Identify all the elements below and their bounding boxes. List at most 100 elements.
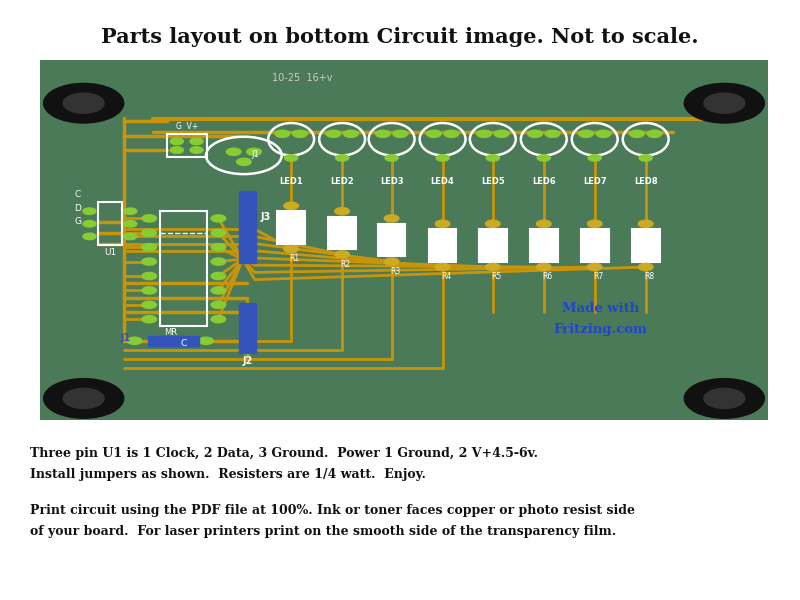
Text: C: C: [74, 190, 81, 199]
Bar: [530, 229, 558, 262]
Circle shape: [211, 229, 226, 236]
Bar: [238, 303, 256, 353]
Circle shape: [684, 83, 764, 123]
Circle shape: [538, 155, 550, 161]
Text: C: C: [181, 339, 187, 348]
Text: G: G: [74, 217, 82, 226]
Circle shape: [486, 220, 500, 227]
Circle shape: [211, 272, 226, 280]
Circle shape: [393, 130, 408, 137]
Text: R5: R5: [491, 272, 502, 281]
Text: Made with
Fritzing.com: Made with Fritzing.com: [554, 302, 647, 336]
Circle shape: [63, 93, 104, 113]
Circle shape: [83, 208, 96, 214]
Circle shape: [578, 130, 594, 137]
Circle shape: [83, 233, 96, 239]
Text: LED5: LED5: [481, 177, 505, 186]
Circle shape: [494, 130, 509, 137]
Bar: [632, 229, 659, 262]
Circle shape: [275, 130, 290, 137]
Text: LED4: LED4: [430, 177, 454, 186]
Text: Install jumpers as shown.  Resisters are 1/4 watt.  Enjoy.: Install jumpers as shown. Resisters are …: [30, 468, 426, 481]
Circle shape: [142, 258, 157, 265]
Circle shape: [335, 208, 350, 215]
Text: J2: J2: [242, 356, 253, 366]
Circle shape: [127, 337, 142, 344]
Circle shape: [83, 221, 96, 227]
Circle shape: [486, 155, 499, 161]
Text: LED6: LED6: [532, 177, 556, 186]
Circle shape: [638, 220, 653, 227]
FancyBboxPatch shape: [29, 55, 779, 425]
Circle shape: [537, 220, 551, 227]
Circle shape: [639, 155, 652, 161]
Circle shape: [587, 220, 602, 227]
Text: Three pin U1 is 1 Clock, 2 Data, 3 Ground.  Power 1 Ground, 2 V+4.5-6v.: Three pin U1 is 1 Clock, 2 Data, 3 Groun…: [30, 447, 538, 460]
Circle shape: [436, 155, 449, 161]
Circle shape: [588, 155, 602, 161]
Text: U1: U1: [104, 248, 116, 257]
Bar: [98, 202, 122, 245]
Circle shape: [190, 147, 203, 153]
Circle shape: [630, 130, 644, 137]
Text: LED8: LED8: [634, 177, 658, 186]
Circle shape: [142, 272, 157, 280]
Circle shape: [704, 93, 745, 113]
Circle shape: [284, 245, 298, 253]
Text: R1: R1: [290, 254, 300, 263]
Text: R4: R4: [441, 272, 451, 281]
Circle shape: [335, 251, 350, 258]
Circle shape: [704, 388, 745, 409]
Circle shape: [537, 263, 551, 271]
Text: Print circuit using the PDF file at 100%. Ink or toner faces copper or photo res: Print circuit using the PDF file at 100%…: [30, 504, 635, 517]
Circle shape: [444, 130, 458, 137]
Circle shape: [44, 83, 124, 123]
Text: R6: R6: [542, 272, 553, 281]
Circle shape: [226, 148, 241, 155]
Bar: [160, 211, 207, 326]
Circle shape: [142, 287, 157, 294]
Text: G  V+: G V+: [176, 122, 198, 131]
Circle shape: [385, 155, 398, 161]
Circle shape: [142, 229, 157, 236]
Bar: [429, 229, 457, 262]
Text: R8: R8: [644, 272, 654, 281]
Text: J1: J1: [121, 333, 131, 343]
Text: of your board.  For laser printers print on the smooth side of the transparency : of your board. For laser printers print …: [30, 525, 617, 538]
Circle shape: [335, 155, 349, 161]
Text: LED3: LED3: [380, 177, 403, 186]
Circle shape: [326, 130, 341, 137]
Bar: [378, 224, 406, 256]
Circle shape: [211, 258, 226, 265]
Circle shape: [198, 337, 214, 344]
Circle shape: [240, 347, 254, 354]
Circle shape: [587, 263, 602, 271]
Circle shape: [170, 147, 183, 153]
Circle shape: [124, 233, 137, 239]
Bar: [278, 211, 305, 244]
Circle shape: [638, 263, 653, 271]
Circle shape: [486, 263, 500, 271]
Circle shape: [211, 301, 226, 308]
Text: LED2: LED2: [330, 177, 354, 186]
Text: R7: R7: [594, 272, 603, 281]
Circle shape: [285, 155, 298, 161]
Bar: [328, 217, 356, 249]
Circle shape: [170, 138, 183, 145]
Circle shape: [246, 148, 262, 155]
Circle shape: [435, 263, 450, 271]
Text: R3: R3: [390, 267, 400, 276]
Circle shape: [211, 316, 226, 323]
Circle shape: [124, 221, 137, 227]
Circle shape: [124, 208, 137, 214]
Circle shape: [211, 215, 226, 222]
Circle shape: [284, 202, 298, 209]
Bar: [581, 229, 609, 262]
Text: Parts layout on bottom Circuit image. Not to scale.: Parts layout on bottom Circuit image. No…: [101, 27, 699, 47]
Circle shape: [142, 316, 157, 323]
Text: J3: J3: [261, 212, 271, 222]
Circle shape: [293, 130, 307, 137]
Circle shape: [190, 138, 203, 145]
Circle shape: [142, 244, 157, 251]
Circle shape: [211, 244, 226, 251]
